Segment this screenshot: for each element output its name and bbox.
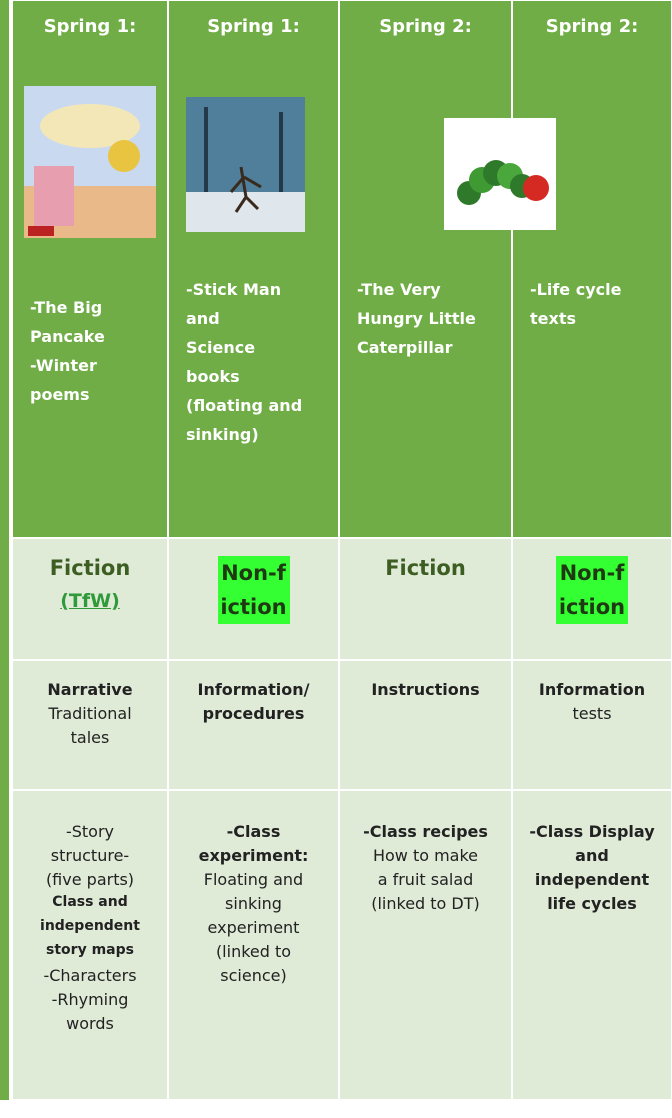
book-text: poems [30,385,90,404]
cell [168,0,339,538]
outcome: -Class [226,822,281,841]
cell [339,790,512,1100]
outcome: -Story [65,822,115,841]
genre: Fiction [385,556,466,580]
column-header: Spring 1: [43,16,137,37]
text-type: Narrative [47,680,133,699]
book-text: Caterpillar [357,338,453,357]
text-type: Instructions [371,680,480,699]
book-text: (floating and [186,396,303,415]
outcome: (five parts) [45,870,135,889]
cover-big-pancake [24,86,156,238]
cover-caterpillar [444,118,556,230]
book-text: books [186,367,240,386]
genre-link[interactable]: (TfW) [60,590,120,612]
book-text: sinking) [186,425,259,444]
genre: Non-fiction [512,556,672,624]
cell [339,538,512,660]
outcome: -Class Display [529,822,655,841]
outcome: structure- [50,846,130,865]
outcome: words [66,1014,114,1033]
outcome: Floating and [203,870,304,889]
text-type: procedures [202,704,305,723]
book-text: -Life cycle [530,280,622,299]
outcome: story maps [46,942,134,958]
cell [339,660,512,790]
book-text: Science [186,338,256,357]
column-header: Spring 2: [379,16,472,37]
cell [12,790,168,1100]
column-header: Spring 2: [545,16,639,37]
cell [168,790,339,1100]
cell [512,790,672,1100]
table: Spring 1: -The Big Pancake -Winter poems Fict… [12,0,672,1100]
text-type: Information [538,680,646,699]
outcome: sinking [225,894,282,913]
cell [512,0,672,538]
book-text: and [186,309,220,328]
book-text: -The Very [357,280,441,299]
outcome: independent [40,918,140,934]
column-header: Spring 1: [207,16,300,37]
cover-stick-man [186,97,305,232]
genre: Non-fiction [168,556,339,624]
outcome: experiment: [198,846,309,865]
outcome: (linked to DT) [371,894,480,913]
outcome: (linked to [215,942,292,961]
outcome: -Rhyming [51,990,129,1009]
cell [12,660,168,790]
outcome: a fruit salad [377,870,474,889]
genre: Fiction [49,556,131,580]
outcome: -Class recipes [363,822,488,841]
cell [12,538,168,660]
cell [168,660,339,790]
cell [12,0,168,538]
outcome: and [575,846,609,865]
outcome: Class and [52,894,128,910]
cell [512,660,672,790]
text-type: Traditional [48,704,132,723]
text-type: Information/ [197,680,310,699]
left-strip [0,0,9,1100]
book-text: -The Big [30,298,103,317]
outcome: independent [534,870,650,889]
outcome: science) [220,966,287,985]
book-text: -Winter [30,356,97,375]
text-type: tales [70,728,110,747]
outcome: experiment [207,918,300,937]
highlight: Non-fiction [556,556,628,624]
book-text: -Stick Man [186,280,282,299]
cell [339,0,512,538]
outcome: -Characters [43,966,137,985]
book-text: Hungry Little [357,309,476,328]
book-text: Pancake [30,327,105,346]
text-type: tests [572,704,612,723]
outcome: life cycles [547,894,637,913]
highlight: Non-fiction [217,556,290,624]
outcome: How to make [372,846,479,865]
book-text: texts [530,309,576,328]
